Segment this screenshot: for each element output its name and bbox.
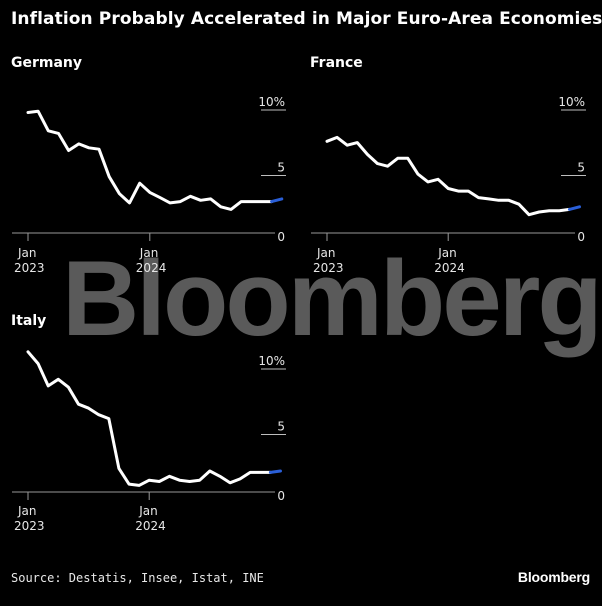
italy-xtick-label-bottom-1: 2024 [135, 519, 166, 533]
france-ytick-label-2: 0 [577, 230, 585, 244]
chart-title: Inflation Probably Accelerated in Major … [11, 9, 602, 29]
germany-xtick-label-top-0: Jan [17, 246, 37, 260]
france-xtick-label-top-0: Jan [316, 246, 336, 260]
germany-ytick-label-0: 10% [258, 95, 285, 109]
italy-series-actual-line [26, 350, 272, 487]
france-ytick-label-1: 5 [577, 161, 585, 175]
italy-xtick-label-top-0: Jan [17, 504, 37, 518]
france-series-actual-line [325, 135, 571, 217]
france-series-estimate-line [567, 205, 581, 211]
italy-xtick-label-top-1: Jan [138, 504, 158, 518]
germany-xtick-label-bottom-1: 2024 [136, 261, 167, 275]
panel-title-germany: Germany [11, 55, 83, 71]
france-xtick-label-top-1: Jan [437, 246, 457, 260]
bloomberg-logo: Bloomberg [517, 569, 590, 585]
germany-xtick-label-top-1: Jan [139, 246, 159, 260]
germany-series-estimate-line [270, 197, 284, 204]
italy-series-estimate-line [268, 469, 282, 474]
germany-ytick-label-2: 0 [277, 230, 285, 244]
france-ytick-label-0: 10% [558, 95, 585, 109]
germany-xtick-label-bottom-0: 2023 [14, 261, 45, 275]
germany-series-actual-line [26, 109, 274, 211]
panel-title-france: France [310, 55, 363, 71]
source-note: Source: Destatis, Insee, Istat, INE [11, 571, 264, 585]
italy-xtick-label-bottom-0: 2023 [14, 519, 45, 533]
france-xtick-label-bottom-0: 2023 [313, 261, 344, 275]
italy-ytick-label-2: 0 [277, 489, 285, 503]
italy-ytick-label-1: 5 [277, 420, 285, 434]
germany-ytick-label-1: 5 [277, 161, 285, 175]
italy-ytick-label-0: 10% [258, 354, 285, 368]
france-xtick-label-bottom-1: 2024 [434, 261, 465, 275]
panel-title-italy: Italy [11, 313, 47, 329]
